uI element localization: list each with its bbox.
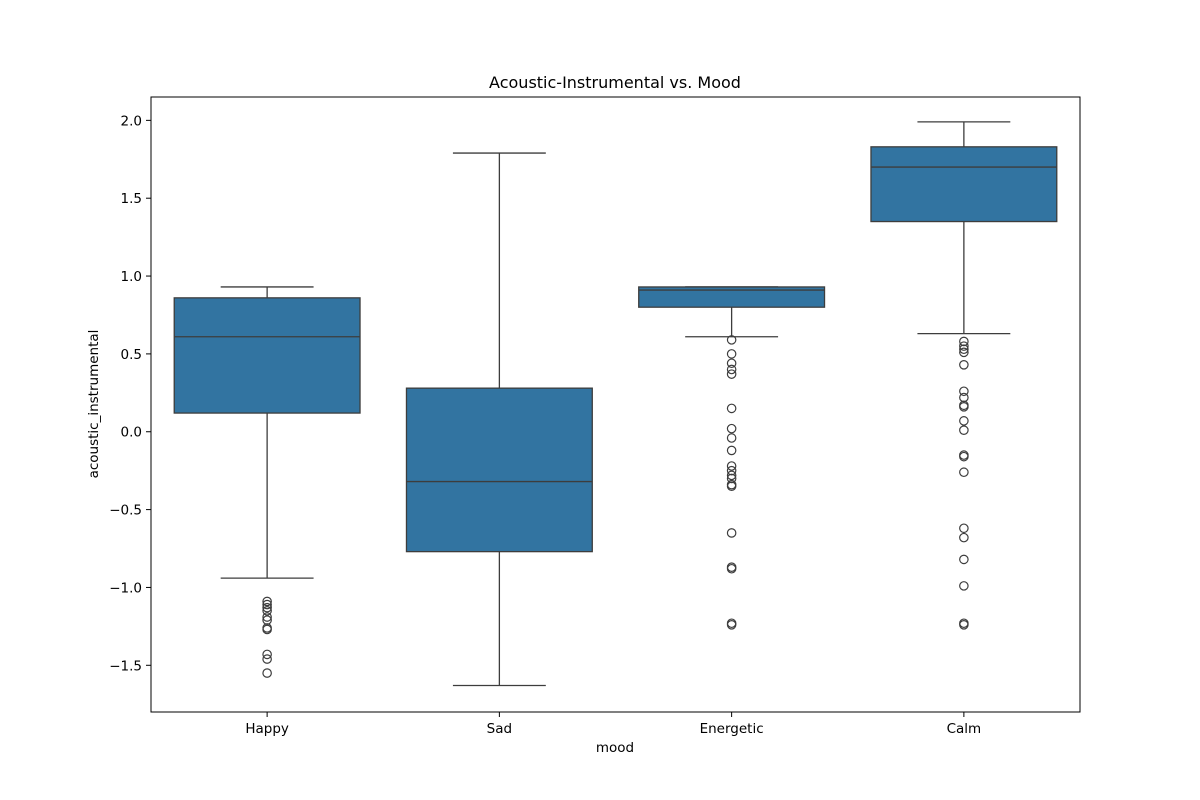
outlier-point bbox=[726, 433, 737, 443]
outlier-point bbox=[959, 532, 969, 543]
outlier-point bbox=[262, 612, 272, 622]
outlier-point bbox=[959, 347, 969, 358]
box-group-sad bbox=[405, 152, 593, 687]
outlier-point bbox=[959, 392, 969, 403]
x-tick-label: Calm bbox=[947, 721, 982, 737]
outlier-point bbox=[726, 349, 737, 359]
outlier-point bbox=[262, 605, 272, 616]
axes: −1.5 −1.0 −0.5 0.0 0.5 1.0 1.5 2.0 Happy Sad Energ… bbox=[109, 96, 1081, 737]
y-tick-label: −1.5 bbox=[109, 658, 142, 674]
outlier-point bbox=[262, 602, 272, 613]
outlier-point bbox=[726, 423, 737, 434]
outlier-point bbox=[726, 335, 737, 345]
x-tick-label: Happy bbox=[245, 721, 289, 737]
outlier-point bbox=[959, 581, 969, 591]
outlier-point bbox=[726, 369, 737, 379]
outlier-point bbox=[726, 620, 737, 630]
outlier-point bbox=[959, 344, 969, 355]
outlier-point bbox=[726, 445, 737, 456]
outlier-point bbox=[726, 403, 737, 414]
y-tick-label: 2.0 bbox=[121, 113, 142, 129]
y-tick-label: 1.5 bbox=[121, 191, 142, 207]
box-group-happy bbox=[173, 286, 361, 678]
outlier-point bbox=[726, 473, 737, 484]
outlier-point bbox=[959, 523, 969, 534]
plot-frame bbox=[150, 96, 1081, 713]
outlier-point bbox=[726, 563, 737, 574]
outlier-point bbox=[726, 461, 737, 471]
outlier-point bbox=[959, 467, 969, 478]
outlier-point bbox=[959, 359, 969, 370]
outlier-point bbox=[262, 668, 272, 678]
y-tick-label: 1.0 bbox=[121, 269, 142, 285]
outlier-point bbox=[959, 554, 969, 565]
chart-title: Acoustic-Instrumental vs. Mood bbox=[489, 73, 741, 92]
outlier-point bbox=[959, 451, 969, 462]
outlier-point bbox=[726, 364, 737, 375]
outlier-point bbox=[726, 528, 737, 538]
box-group-calm bbox=[870, 121, 1058, 630]
outlier-point bbox=[959, 620, 969, 630]
outlier-point bbox=[262, 654, 272, 664]
outlier-point bbox=[726, 465, 737, 476]
outlier-point bbox=[726, 481, 737, 492]
plot-area bbox=[173, 121, 1058, 687]
outlier-point bbox=[726, 470, 737, 481]
y-tick-label: −0.5 bbox=[109, 503, 142, 519]
y-tick-label: 0.5 bbox=[121, 347, 142, 363]
outlier-point bbox=[959, 341, 969, 351]
y-axis-title: acoustic_instrumental bbox=[86, 330, 102, 479]
x-tick-label: Energetic bbox=[700, 721, 764, 737]
x-tick-label: Sad bbox=[487, 721, 512, 737]
outlier-point bbox=[959, 402, 969, 412]
outlier-point bbox=[959, 416, 969, 426]
outlier-point bbox=[726, 358, 737, 369]
box-group-energetic bbox=[638, 286, 826, 630]
outlier-point bbox=[262, 649, 272, 660]
outlier-point bbox=[959, 386, 969, 397]
outlier-point bbox=[262, 615, 272, 625]
outlier-point bbox=[959, 425, 969, 435]
iqr-box bbox=[870, 146, 1058, 223]
iqr-box bbox=[405, 387, 593, 553]
x-axis-title: mood bbox=[596, 740, 634, 756]
iqr-box bbox=[173, 297, 361, 414]
outlier-point bbox=[959, 336, 969, 347]
outlier-point bbox=[262, 596, 272, 607]
outlier-point bbox=[262, 599, 272, 610]
iqr-box bbox=[638, 286, 826, 308]
outlier-point bbox=[262, 624, 272, 635]
y-tick-label: −1.0 bbox=[109, 580, 142, 596]
y-tick-label: 0.0 bbox=[121, 425, 142, 441]
